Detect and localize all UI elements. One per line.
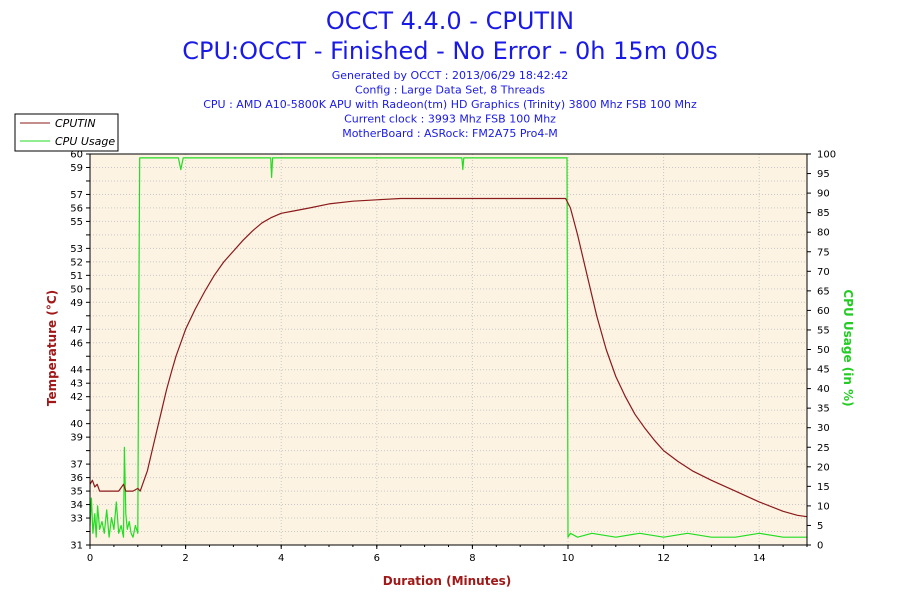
y-tick-label: 37 (70, 460, 83, 471)
legend-label-cpu-usage: CPU Usage (55, 135, 115, 148)
x-tick-label: 0 (87, 553, 93, 564)
legend: CPUTIN CPU Usage (14, 113, 119, 152)
y-tick-label: 44 (70, 365, 83, 376)
y-tick-label: 35 (70, 487, 83, 498)
y2-tick-label: 100 (817, 150, 836, 161)
y-tick-label: 53 (70, 244, 83, 255)
legend-label-cputin: CPUTIN (55, 117, 96, 130)
y-tick-label: 57 (70, 190, 83, 201)
info-line: CPU : AMD A10-5800K APU with Radeon(tm) … (203, 98, 697, 111)
y2-tick-label: 20 (817, 462, 830, 473)
y-tick-label: 46 (70, 338, 83, 349)
y2-tick-label: 25 (817, 443, 830, 454)
y2-tick-label: 90 (817, 189, 830, 200)
chart-title: OCCT 4.4.0 - CPUTIN (326, 7, 574, 35)
x-tick-label: 10 (562, 553, 575, 564)
y-tick-label: 39 (70, 433, 83, 444)
y-tick-label: 50 (70, 284, 83, 295)
x-tick-label: 4 (278, 553, 284, 564)
y-tick-label: 40 (70, 419, 83, 430)
y-tick-label: 33 (70, 514, 83, 525)
plot-area (90, 154, 807, 545)
y2-tick-label: 0 (817, 541, 823, 552)
y2-tick-label: 55 (817, 325, 830, 336)
info-lines: Generated by OCCT : 2013/06/29 18:42:42 C… (203, 69, 697, 140)
y2-tick-label: 35 (817, 404, 830, 415)
y-tick-label: 51 (70, 271, 83, 282)
x-axis-title: Duration (Minutes) (383, 574, 511, 588)
y2-tick-label: 85 (817, 208, 830, 219)
x-tick-label: 2 (182, 553, 188, 564)
y-tick-label: 59 (70, 163, 83, 174)
x-tick-label: 12 (657, 553, 670, 564)
y-tick-label: 56 (70, 203, 83, 214)
y-tick-label: 36 (70, 473, 83, 484)
y-tick-label: 34 (70, 500, 83, 511)
series-layer (89, 157, 808, 538)
y-tick-label: 60 (70, 150, 83, 161)
y2-tick-label: 40 (817, 384, 830, 395)
info-line: Config : Large Data Set, 8 Threads (355, 84, 545, 97)
series-line-cpu-usage (89, 157, 807, 538)
y2-tick-label: 15 (817, 482, 830, 493)
y-axis-title: Temperature (°C) (45, 290, 59, 406)
chart-subtitle: CPU:OCCT - Finished - No Error - 0h 15m … (182, 37, 718, 65)
info-line: MotherBoard : ASRock: FM2A75 Pro4-M (342, 127, 558, 140)
y2-axis-ticks: 0 5 10 15 20 25 30 35 40 45 50 55 60 65 70 75 80 85 90 95 10… (807, 150, 836, 552)
y2-tick-label: 95 (817, 169, 830, 180)
y-tick-label: 49 (70, 298, 83, 309)
x-tick-label: 6 (374, 553, 380, 564)
y-tick-label: 31 (70, 541, 83, 552)
x-tick-label: 14 (753, 553, 766, 564)
series-line-cputin (89, 197, 808, 518)
y2-tick-label: 50 (817, 345, 830, 356)
x-tick-label: 8 (469, 553, 475, 564)
y2-tick-label: 65 (817, 286, 830, 297)
info-line: Current clock : 3993 Mhz FSB 100 Mhz (344, 113, 556, 126)
y2-tick-label: 30 (817, 423, 830, 434)
y2-axis-title: CPU Usage (in %) (841, 289, 855, 406)
legend-box (14, 113, 119, 152)
info-line: Generated by OCCT : 2013/06/29 18:42:42 (332, 69, 569, 82)
y2-tick-label: 5 (817, 521, 823, 532)
y2-tick-label: 10 (817, 501, 830, 512)
y-tick-label: 42 (70, 392, 83, 403)
y-tick-label: 47 (70, 325, 83, 336)
y-axis-ticks: 31 33 34 35 36 37 39 40 42 43 44 46 47 49 50 51 52 53 55 56… (70, 150, 90, 552)
y2-tick-label: 75 (817, 247, 830, 258)
y2-tick-label: 45 (817, 365, 830, 376)
y2-tick-label: 60 (817, 306, 830, 317)
y-tick-label: 55 (70, 217, 83, 228)
y2-tick-label: 70 (817, 267, 830, 278)
y-tick-label: 43 (70, 379, 83, 390)
y2-tick-label: 80 (817, 228, 830, 239)
x-axis-ticks: 0 2 4 6 8 10 12 14 (87, 545, 808, 564)
y-tick-label: 52 (70, 257, 83, 268)
